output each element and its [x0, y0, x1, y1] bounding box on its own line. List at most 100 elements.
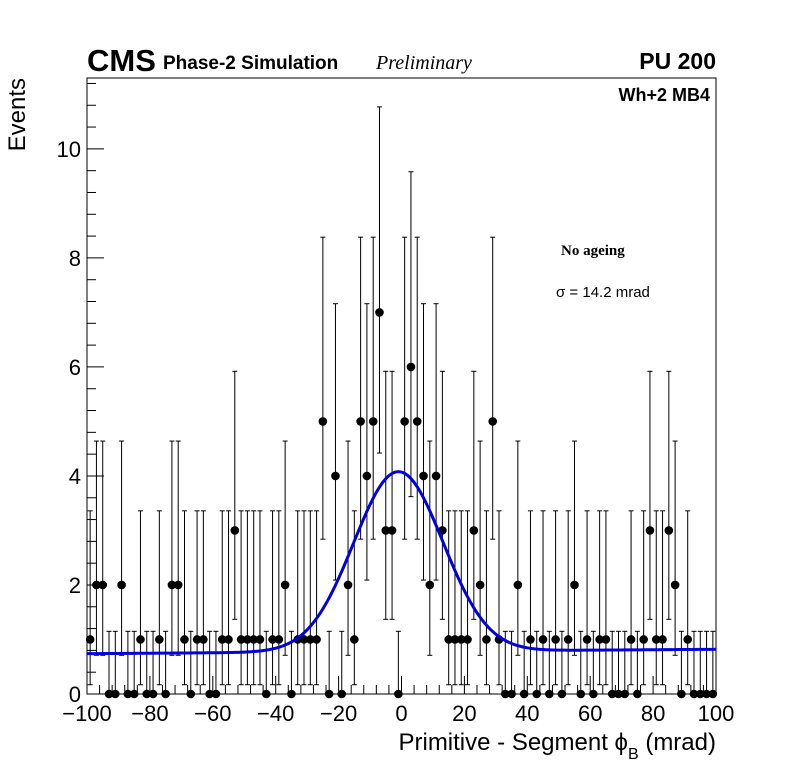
data-point	[538, 510, 548, 686]
data-point	[570, 440, 579, 656]
x-tick-label: 40	[515, 701, 539, 726]
data-point	[582, 510, 592, 686]
data-point	[677, 630, 686, 699]
data-point	[368, 236, 378, 540]
data-point	[337, 630, 347, 699]
data-point	[117, 440, 126, 656]
x-tick-label: 20	[452, 701, 476, 726]
data-point	[381, 370, 391, 620]
data-point	[702, 630, 711, 699]
data-point	[488, 236, 498, 540]
data-point	[249, 510, 258, 686]
data-point	[230, 370, 240, 620]
data-point	[519, 630, 529, 699]
data-point	[312, 510, 321, 686]
y-axis-ticks	[87, 82, 104, 695]
x-tick-label: 100	[698, 701, 735, 726]
x-tick-label: −20	[320, 701, 357, 726]
data-point	[387, 370, 397, 620]
data-point	[463, 510, 472, 686]
data-point	[695, 630, 705, 699]
data-point	[494, 510, 504, 686]
data-point	[620, 630, 630, 699]
data-point	[123, 630, 133, 699]
data-point	[469, 370, 479, 620]
data-point	[261, 630, 271, 699]
data-point	[419, 303, 428, 581]
data-point	[236, 510, 246, 686]
data-point	[167, 440, 177, 656]
data-point	[651, 510, 661, 686]
preliminary-label: Preliminary	[375, 52, 472, 74]
data-point	[450, 510, 460, 686]
data-point	[111, 630, 120, 699]
data-point	[268, 510, 277, 686]
data-point	[129, 630, 139, 699]
data-point	[595, 510, 604, 686]
ageing-annotation: No ageing	[561, 243, 625, 259]
x-axis-title: Primitive - Segment ϕB (mrad)	[398, 729, 716, 763]
data-point	[670, 440, 680, 656]
x-tick-label: −40	[257, 701, 294, 726]
y-tick-label: 8	[69, 246, 81, 271]
data-point	[475, 440, 485, 656]
data-point	[155, 510, 164, 686]
data-point	[633, 630, 642, 699]
data-point	[293, 510, 303, 686]
data-point	[205, 630, 214, 699]
data-point	[394, 630, 403, 699]
data-point	[280, 440, 290, 656]
data-point	[708, 630, 718, 699]
data-point	[192, 510, 202, 686]
x-tick-label: −60	[194, 701, 231, 726]
x-tick-label: 80	[641, 701, 665, 726]
data-point	[614, 630, 623, 699]
data-point	[507, 630, 516, 699]
data-points	[85, 106, 718, 699]
data-point	[356, 236, 365, 540]
data-point	[683, 510, 692, 686]
data-point	[148, 630, 158, 699]
data-point	[199, 510, 208, 686]
y-axis-tick-labels: 0 2 4 6 8 10	[57, 137, 81, 707]
x-tick-label: −80	[131, 701, 168, 726]
data-point	[305, 510, 315, 686]
y-tick-label: 2	[69, 573, 81, 598]
data-point	[343, 440, 353, 656]
data-point	[255, 510, 265, 686]
data-point	[362, 303, 372, 581]
data-point	[551, 510, 560, 686]
x-axis-ticks	[86, 676, 717, 694]
cms-label: CMS	[87, 43, 156, 78]
data-point	[173, 440, 183, 656]
data-point	[331, 303, 340, 581]
data-point	[658, 510, 667, 686]
data-point	[664, 370, 674, 620]
data-point	[224, 510, 233, 686]
y-tick-label: 6	[69, 355, 81, 380]
data-point	[513, 440, 523, 656]
y-axis-title: Events	[4, 78, 31, 151]
data-point	[400, 236, 409, 540]
simulation-label: Phase-2 Simulation	[163, 53, 338, 74]
data-point	[645, 370, 655, 620]
data-point	[136, 510, 145, 686]
data-point	[438, 370, 447, 620]
data-point	[318, 236, 328, 540]
data-point	[375, 106, 384, 454]
pileup-label: PU 200	[639, 48, 716, 74]
data-point	[601, 510, 611, 686]
data-point	[526, 510, 535, 686]
data-point	[639, 510, 648, 686]
data-point	[85, 510, 95, 686]
data-point	[350, 510, 359, 686]
data-point	[186, 630, 196, 699]
data-point	[412, 236, 422, 540]
data-point	[532, 630, 542, 699]
data-point	[243, 510, 252, 686]
data-point	[299, 510, 309, 686]
data-point	[589, 630, 598, 699]
data-point	[406, 171, 416, 498]
y-tick-label: 0	[69, 682, 81, 707]
